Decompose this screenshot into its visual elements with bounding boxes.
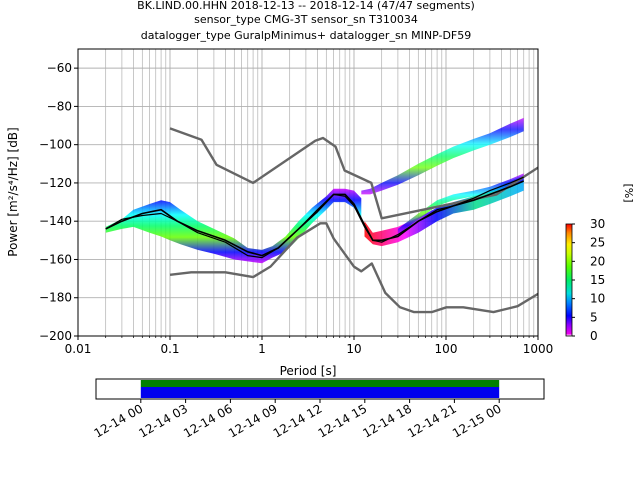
coverage-tick-label: 12-14 12 xyxy=(271,401,325,440)
plot-frame xyxy=(77,48,539,337)
title-line-1: BK.LIND.00.HHN 2018-12-13 -- 2018-12-14 … xyxy=(137,0,475,12)
x-axis-label: Period [s] xyxy=(280,364,337,378)
x-ticks: 0.01 0.1 1 10 100 1000 xyxy=(65,336,554,356)
x-tick-label: 10 xyxy=(346,342,361,356)
coverage-tick-label: 12-14 21 xyxy=(405,401,459,440)
coverage-available-bar xyxy=(140,380,500,387)
title-line-3: datalogger_type GuralpMinimus+ datalogge… xyxy=(141,29,472,42)
y-tick-label: −100 xyxy=(39,138,72,152)
grid-lines xyxy=(77,49,538,337)
x-tick-label: 1 xyxy=(258,342,266,356)
colorbar-tick-label: 15 xyxy=(590,273,605,287)
colorbar-tick-label: 10 xyxy=(590,292,605,306)
colorbar-tick-label: 20 xyxy=(590,254,605,268)
coverage-tick-label: 12-14 00 xyxy=(92,401,146,440)
colorbar-tick-label: 30 xyxy=(590,217,605,231)
nhnm-curve xyxy=(169,127,538,220)
y-tick-label: −80 xyxy=(47,99,72,113)
y-tick-label: −180 xyxy=(39,291,72,305)
x-tick-label: 1000 xyxy=(523,342,554,356)
coverage-tick-label: 12-14 18 xyxy=(360,401,414,440)
colorbar-tick-label: 5 xyxy=(590,310,598,324)
y-tick-label: −120 xyxy=(39,176,72,190)
nlnm-curve xyxy=(169,222,538,314)
y-tick-label: −60 xyxy=(47,61,72,75)
plot-background xyxy=(78,49,538,336)
colorbar-ticks: 0 5 10 15 20 25 30 xyxy=(572,217,605,343)
density-band-high-branch xyxy=(361,117,524,195)
coverage-tick-label: 12-14 09 xyxy=(226,401,280,440)
y-axis-label: Power [m²/s⁴/Hz] [dB] xyxy=(6,127,20,256)
colorbar-gradient xyxy=(565,223,573,337)
x-tick-label: 0.01 xyxy=(65,342,92,356)
x-tick-label: 0.1 xyxy=(160,342,179,356)
x-tick-label: 100 xyxy=(435,342,458,356)
colorbar-tick-label: 25 xyxy=(590,236,605,250)
y-tick-label: −160 xyxy=(39,252,72,266)
coverage-tick-label: 12-14 06 xyxy=(181,401,235,440)
coverage-used-bar xyxy=(140,387,500,398)
y-ticks: −200 −180 −160 −140 −120 −100 −80 −60 xyxy=(39,61,78,343)
colorbar-tick-label: 0 xyxy=(590,329,598,343)
density-band-microseism xyxy=(105,188,362,264)
y-tick-label: −200 xyxy=(39,329,72,343)
colorbar-label: [%] xyxy=(622,183,635,202)
plot-area: 0.01 0.1 1 10 100 1000 −200 −180 −160 −140 −120 −1… xyxy=(39,48,554,356)
density-band-mid-branch xyxy=(397,173,524,235)
title-line-2: sensor_type CMG-3T sensor_sn T310034 xyxy=(194,13,418,26)
coverage-tick-label: 12-15 00 xyxy=(450,401,504,440)
coverage-tick-label: 12-14 03 xyxy=(136,401,190,440)
curves xyxy=(105,127,538,314)
mean-curve xyxy=(105,180,525,257)
y-tick-label: −140 xyxy=(39,214,72,228)
coverage-tick-label: 12-14 15 xyxy=(316,401,370,440)
colorbar: 0 5 10 15 20 25 30 [%] xyxy=(565,183,635,343)
